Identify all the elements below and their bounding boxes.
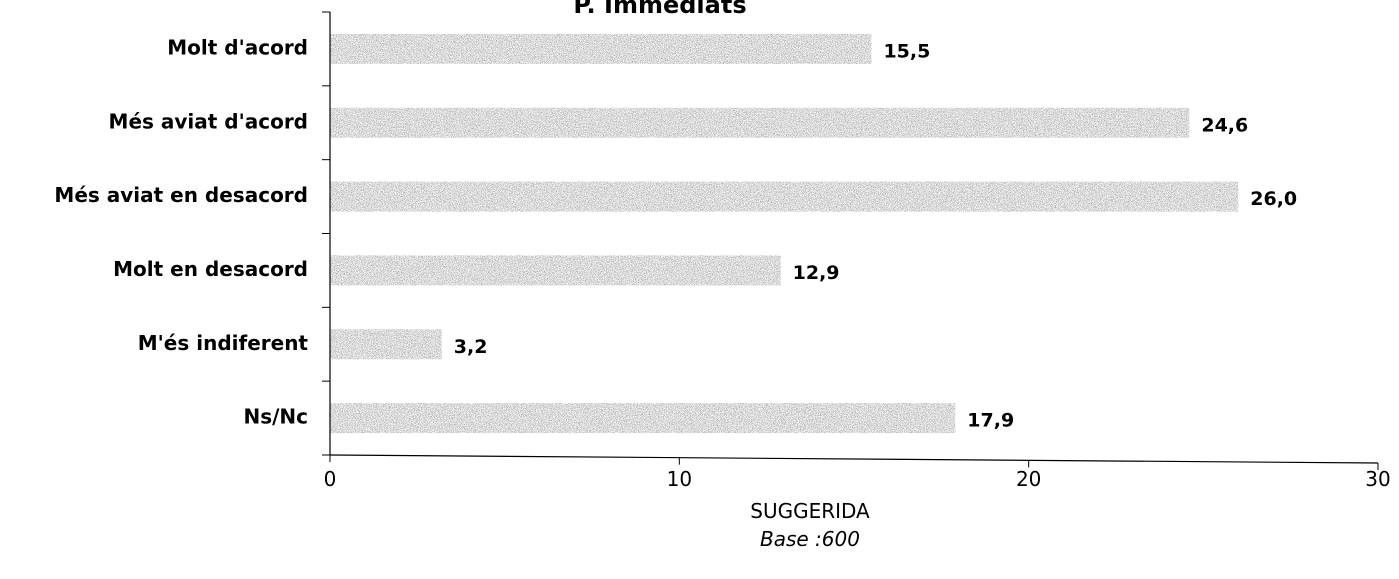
value-label-molt-en-desacord: 12,9 <box>793 262 840 284</box>
category-label-m-s-aviat-en-desacord: Més aviat en desacord <box>54 183 308 207</box>
value-label-m-s-indiferent: 3,2 <box>454 336 488 358</box>
category-label-m-s-aviat-d-acord: Més aviat d'acord <box>109 109 308 133</box>
x-tick-label-10: 10 <box>667 467 692 491</box>
x-tick-label-20: 20 <box>1016 467 1041 491</box>
bars-group <box>330 33 1239 434</box>
category-label-m-s-indiferent: M'és indiferent <box>138 331 309 355</box>
chart-title: P. Immediats <box>573 0 746 19</box>
value-label-ns-nc: 17,9 <box>967 410 1014 432</box>
x-tick-label-30: 30 <box>1365 467 1390 491</box>
bar-m-s-aviat-en-desacord <box>330 181 1239 212</box>
x-axis-title: SUGGERIDA <box>750 499 870 523</box>
value-label-m-s-aviat-d-acord: 24,6 <box>1201 114 1248 136</box>
bar-m-s-aviat-d-acord <box>330 107 1190 138</box>
category-label-ns-nc: Ns/Nc <box>243 405 308 429</box>
bar-m-s-indiferent <box>330 329 442 360</box>
x-tick-label-0: 0 <box>324 467 337 491</box>
x-axis-line <box>329 454 1379 464</box>
bar-ns-nc <box>330 403 956 434</box>
x-axis-subtitle: Base :600 <box>760 527 860 551</box>
bar-molt-en-desacord <box>330 255 781 286</box>
bar-molt-d-acord <box>330 33 872 64</box>
axes-group: Molt d'acord 15,5 Més aviat d'acord 24,6 Més… <box>54 11 1391 491</box>
category-label-molt-d-acord: Molt d'acord <box>167 35 308 59</box>
value-label-molt-d-acord: 15,5 <box>883 40 930 62</box>
category-label-molt-en-desacord: Molt en desacord <box>113 257 308 281</box>
value-label-m-s-aviat-en-desacord: 26,0 <box>1250 188 1297 210</box>
